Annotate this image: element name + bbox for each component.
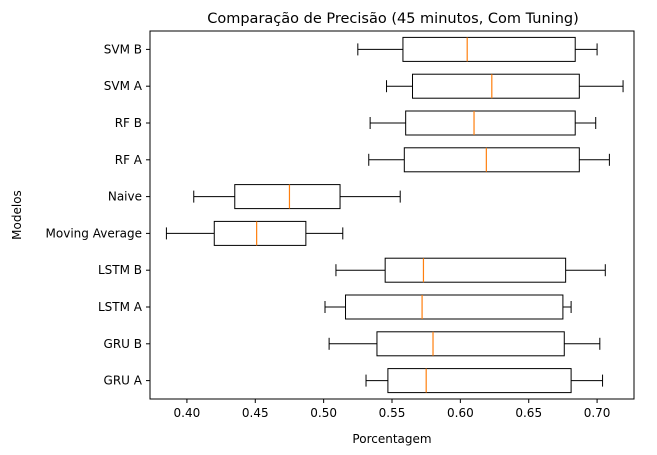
box-gru-b bbox=[376, 331, 565, 357]
box-svm-a bbox=[412, 73, 580, 99]
x-tick-label: 0.70 bbox=[584, 406, 611, 420]
x-tick-label: 0.55 bbox=[379, 406, 406, 420]
chart-title: Comparação de Precisão (45 minutos, Com … bbox=[207, 11, 579, 27]
box-naive bbox=[234, 184, 341, 210]
box-svm-b bbox=[402, 36, 576, 62]
y-tick-label-lstm-b: LSTM B bbox=[98, 263, 142, 277]
x-tick-label: 0.60 bbox=[447, 406, 474, 420]
box-gru-a bbox=[387, 368, 572, 394]
plot-area: 0.40 0.45 0.50 0.55 0.60 0.65 0.70 GRU A GRU B LS… bbox=[46, 36, 624, 420]
box-rf-b bbox=[405, 110, 576, 136]
box-lstm-a bbox=[345, 294, 564, 320]
box-lstm-b bbox=[384, 257, 567, 283]
y-tick-label-naive: Naive bbox=[108, 190, 142, 204]
x-tick-label: 0.65 bbox=[515, 406, 542, 420]
y-tick-label-rf-a: RF A bbox=[115, 153, 143, 167]
y-tick-label-svm-a: SVM A bbox=[104, 79, 143, 93]
x-tick-label: 0.50 bbox=[310, 406, 337, 420]
axes-frame bbox=[149, 30, 635, 400]
y-axis-label: Modelos bbox=[10, 190, 24, 240]
x-tick-label: 0.45 bbox=[242, 406, 269, 420]
y-tick-label-gru-a: GRU A bbox=[104, 374, 143, 388]
y-tick-label-svm-b: SVM B bbox=[104, 42, 142, 56]
y-tick-label-lstm-a: LSTM A bbox=[98, 300, 143, 314]
box-rf-a bbox=[403, 147, 580, 173]
y-tick-label-rf-b: RF B bbox=[115, 116, 142, 130]
y-tick-label-moving-average: Moving Average bbox=[46, 226, 142, 240]
y-tick-label-gru-b: GRU B bbox=[104, 337, 142, 351]
x-axis-label: Porcentagem bbox=[352, 432, 431, 446]
x-tick-label: 0.40 bbox=[174, 406, 201, 420]
box-moving-average bbox=[213, 220, 307, 246]
